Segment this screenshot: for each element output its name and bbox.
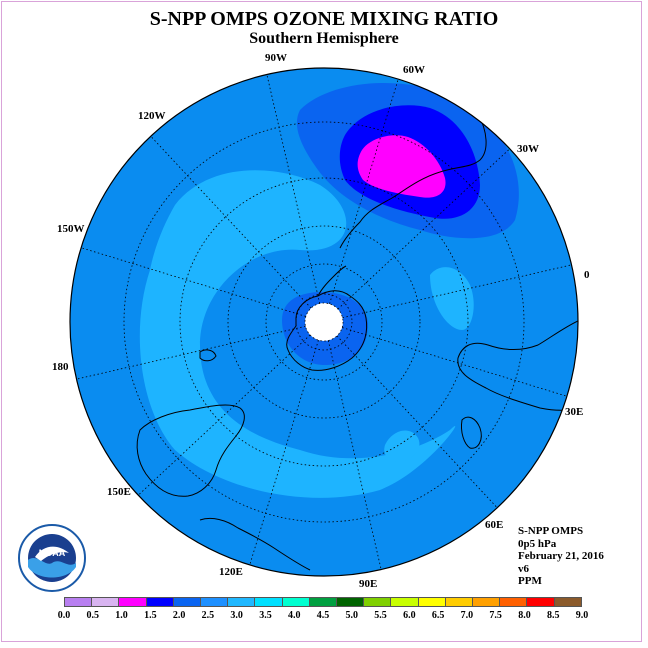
lon-label-30w: 30W — [517, 143, 539, 155]
meridian-line — [150, 135, 312, 309]
colorbar-tick-label: 5.0 — [345, 610, 359, 621]
lon-label-0: 0 — [584, 269, 590, 281]
colorbar-tick-label: 2.0 — [172, 610, 186, 621]
colorbar-tick-label: 1.0 — [115, 610, 128, 621]
colorbar-segment — [391, 598, 419, 606]
mid-ozone-patch-southeast — [384, 430, 420, 462]
page-title: S-NPP OMPS OZONE MIXING RATIO — [149, 8, 499, 30]
meridian-line — [342, 327, 568, 397]
meridian-line — [337, 148, 511, 310]
colorbar-tick-label: 3.0 — [230, 610, 243, 621]
colorbar-segment — [500, 598, 528, 606]
colorbar-segment — [418, 598, 446, 606]
colorbar-tick-label: 7.0 — [460, 610, 474, 621]
colorbar-tick-label: 0.0 — [57, 610, 71, 621]
meridian-line — [336, 335, 498, 509]
meridian-line — [80, 247, 306, 317]
colorbar-segment — [445, 598, 474, 606]
ozone-max — [357, 135, 446, 198]
colorbar-segment — [309, 598, 338, 606]
colorbar-tick-label: 3.5 — [259, 610, 272, 621]
colorbar-ticks: 0.0 0.5 1.0 1.5 2.0 2.5 3.0 3.5 4.0 4.5 5.0 5.5 6.0 6… — [58, 610, 589, 624]
lon-label-60w: 60W — [403, 64, 425, 76]
colorbar-segment — [255, 598, 283, 606]
colorbar-segment — [228, 598, 256, 606]
latitude-circle-40s — [123, 121, 525, 523]
colorbar-tick-label: 6.5 — [431, 610, 445, 621]
page-subtitle: Southern Hemisphere — [249, 30, 399, 47]
meridians — [76, 74, 572, 570]
colorbar-tick-label: 6.0 — [403, 610, 416, 621]
colorbar-segment — [364, 598, 392, 606]
africa-coast — [457, 319, 578, 411]
mid-ozone-ring — [139, 170, 456, 498]
australia-coast — [136, 404, 245, 497]
colorbar-segment — [173, 598, 202, 606]
pole-hole — [305, 303, 343, 341]
map-disk — [70, 68, 578, 576]
colorbar-tick-label: 1.5 — [144, 610, 157, 621]
map-border — [69, 67, 579, 577]
latitude-circle-80s — [295, 293, 353, 351]
logo-text: NOAA — [39, 548, 66, 558]
colorbar-segment — [282, 598, 310, 606]
colorbar-segment — [92, 598, 120, 606]
colorbar-segment — [554, 598, 581, 606]
colorbar-segment — [65, 598, 93, 606]
meridian-line — [249, 340, 319, 566]
colorbar-tick-label: 5.5 — [374, 610, 387, 621]
info-date: February 21, 2016 — [518, 550, 604, 562]
info-level: 0p5 hPa — [518, 537, 557, 550]
page-frame — [1, 1, 642, 642]
colorbar-segment — [119, 598, 147, 606]
latitude-circle-70s — [265, 263, 383, 381]
graticule — [76, 74, 572, 570]
lon-label-120e: 120E — [219, 566, 243, 578]
pole-hole-outline — [304, 302, 344, 342]
logo-bird — [35, 546, 69, 561]
latitude-circle-60s — [227, 225, 421, 419]
colorbar-segment — [473, 598, 501, 606]
info-block: S-NPP OMPS 0p5 hPa February 21, 2016 v6 … — [518, 525, 604, 588]
colorbar-tick-label: 2.5 — [201, 610, 215, 621]
lon-label-150e: 150E — [107, 486, 131, 498]
colorbar-tick-label: 8.5 — [546, 610, 560, 621]
colorbar-tick-label: 7.5 — [489, 610, 502, 621]
lon-label-90e: 90E — [359, 578, 377, 590]
lon-label-30e: 30E — [565, 406, 583, 418]
info-instrument: S-NPP OMPS — [518, 525, 584, 537]
colorbar-tick-label: 0.5 — [86, 610, 100, 621]
colorbar-tick-label: 9.0 — [575, 610, 589, 621]
logo-wave — [28, 558, 76, 578]
new-zealand-coast — [199, 349, 217, 362]
lon-label-60e: 60E — [485, 519, 503, 531]
colorbar-tick-label: 4.5 — [316, 610, 330, 621]
info-units: PPM — [518, 575, 542, 587]
meridian-line — [329, 78, 399, 304]
indonesia-coast — [199, 517, 311, 571]
antarctic-peninsula-coast — [317, 265, 347, 297]
colorbar-segment — [527, 598, 555, 606]
colorbar-segment — [201, 598, 229, 606]
latitude-circle-50s — [179, 177, 469, 467]
colorbar-tick-label: 4.0 — [287, 610, 301, 621]
meridian-line — [137, 334, 311, 496]
colorbar-tick-label: 8.0 — [518, 610, 531, 621]
colorbar-segment — [337, 598, 365, 606]
lon-label-120w: 120W — [138, 110, 166, 122]
madagascar-coast — [461, 416, 482, 449]
lon-label-180: 180 — [52, 361, 69, 373]
lon-label-150w: 150W — [57, 223, 85, 235]
colorbar-segment — [146, 598, 174, 606]
lon-label-90w: 90W — [265, 52, 287, 64]
noaa-logo-icon: NOAA — [18, 524, 86, 592]
colorbar — [64, 597, 582, 607]
info-version: v6 — [518, 562, 529, 575]
